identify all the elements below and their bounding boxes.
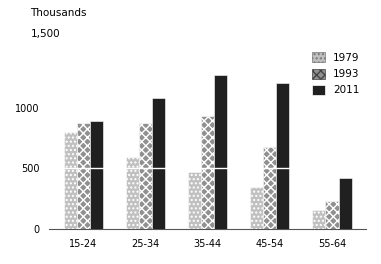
Bar <box>263 147 276 229</box>
Bar <box>276 83 290 229</box>
Bar <box>339 178 352 229</box>
Legend: 1979, 1993, 2011: 1979, 1993, 2011 <box>308 48 364 100</box>
Bar <box>188 172 201 229</box>
Bar <box>64 132 77 229</box>
Bar <box>201 116 214 229</box>
Bar <box>152 98 165 229</box>
Bar <box>139 123 152 229</box>
Bar <box>250 187 263 229</box>
Bar <box>312 210 325 229</box>
Bar <box>214 75 227 229</box>
Bar <box>90 121 103 229</box>
Bar <box>77 123 90 229</box>
Bar <box>325 201 339 229</box>
Bar <box>126 157 139 229</box>
Text: 1,500: 1,500 <box>30 29 60 39</box>
Text: Thousands: Thousands <box>30 8 87 18</box>
